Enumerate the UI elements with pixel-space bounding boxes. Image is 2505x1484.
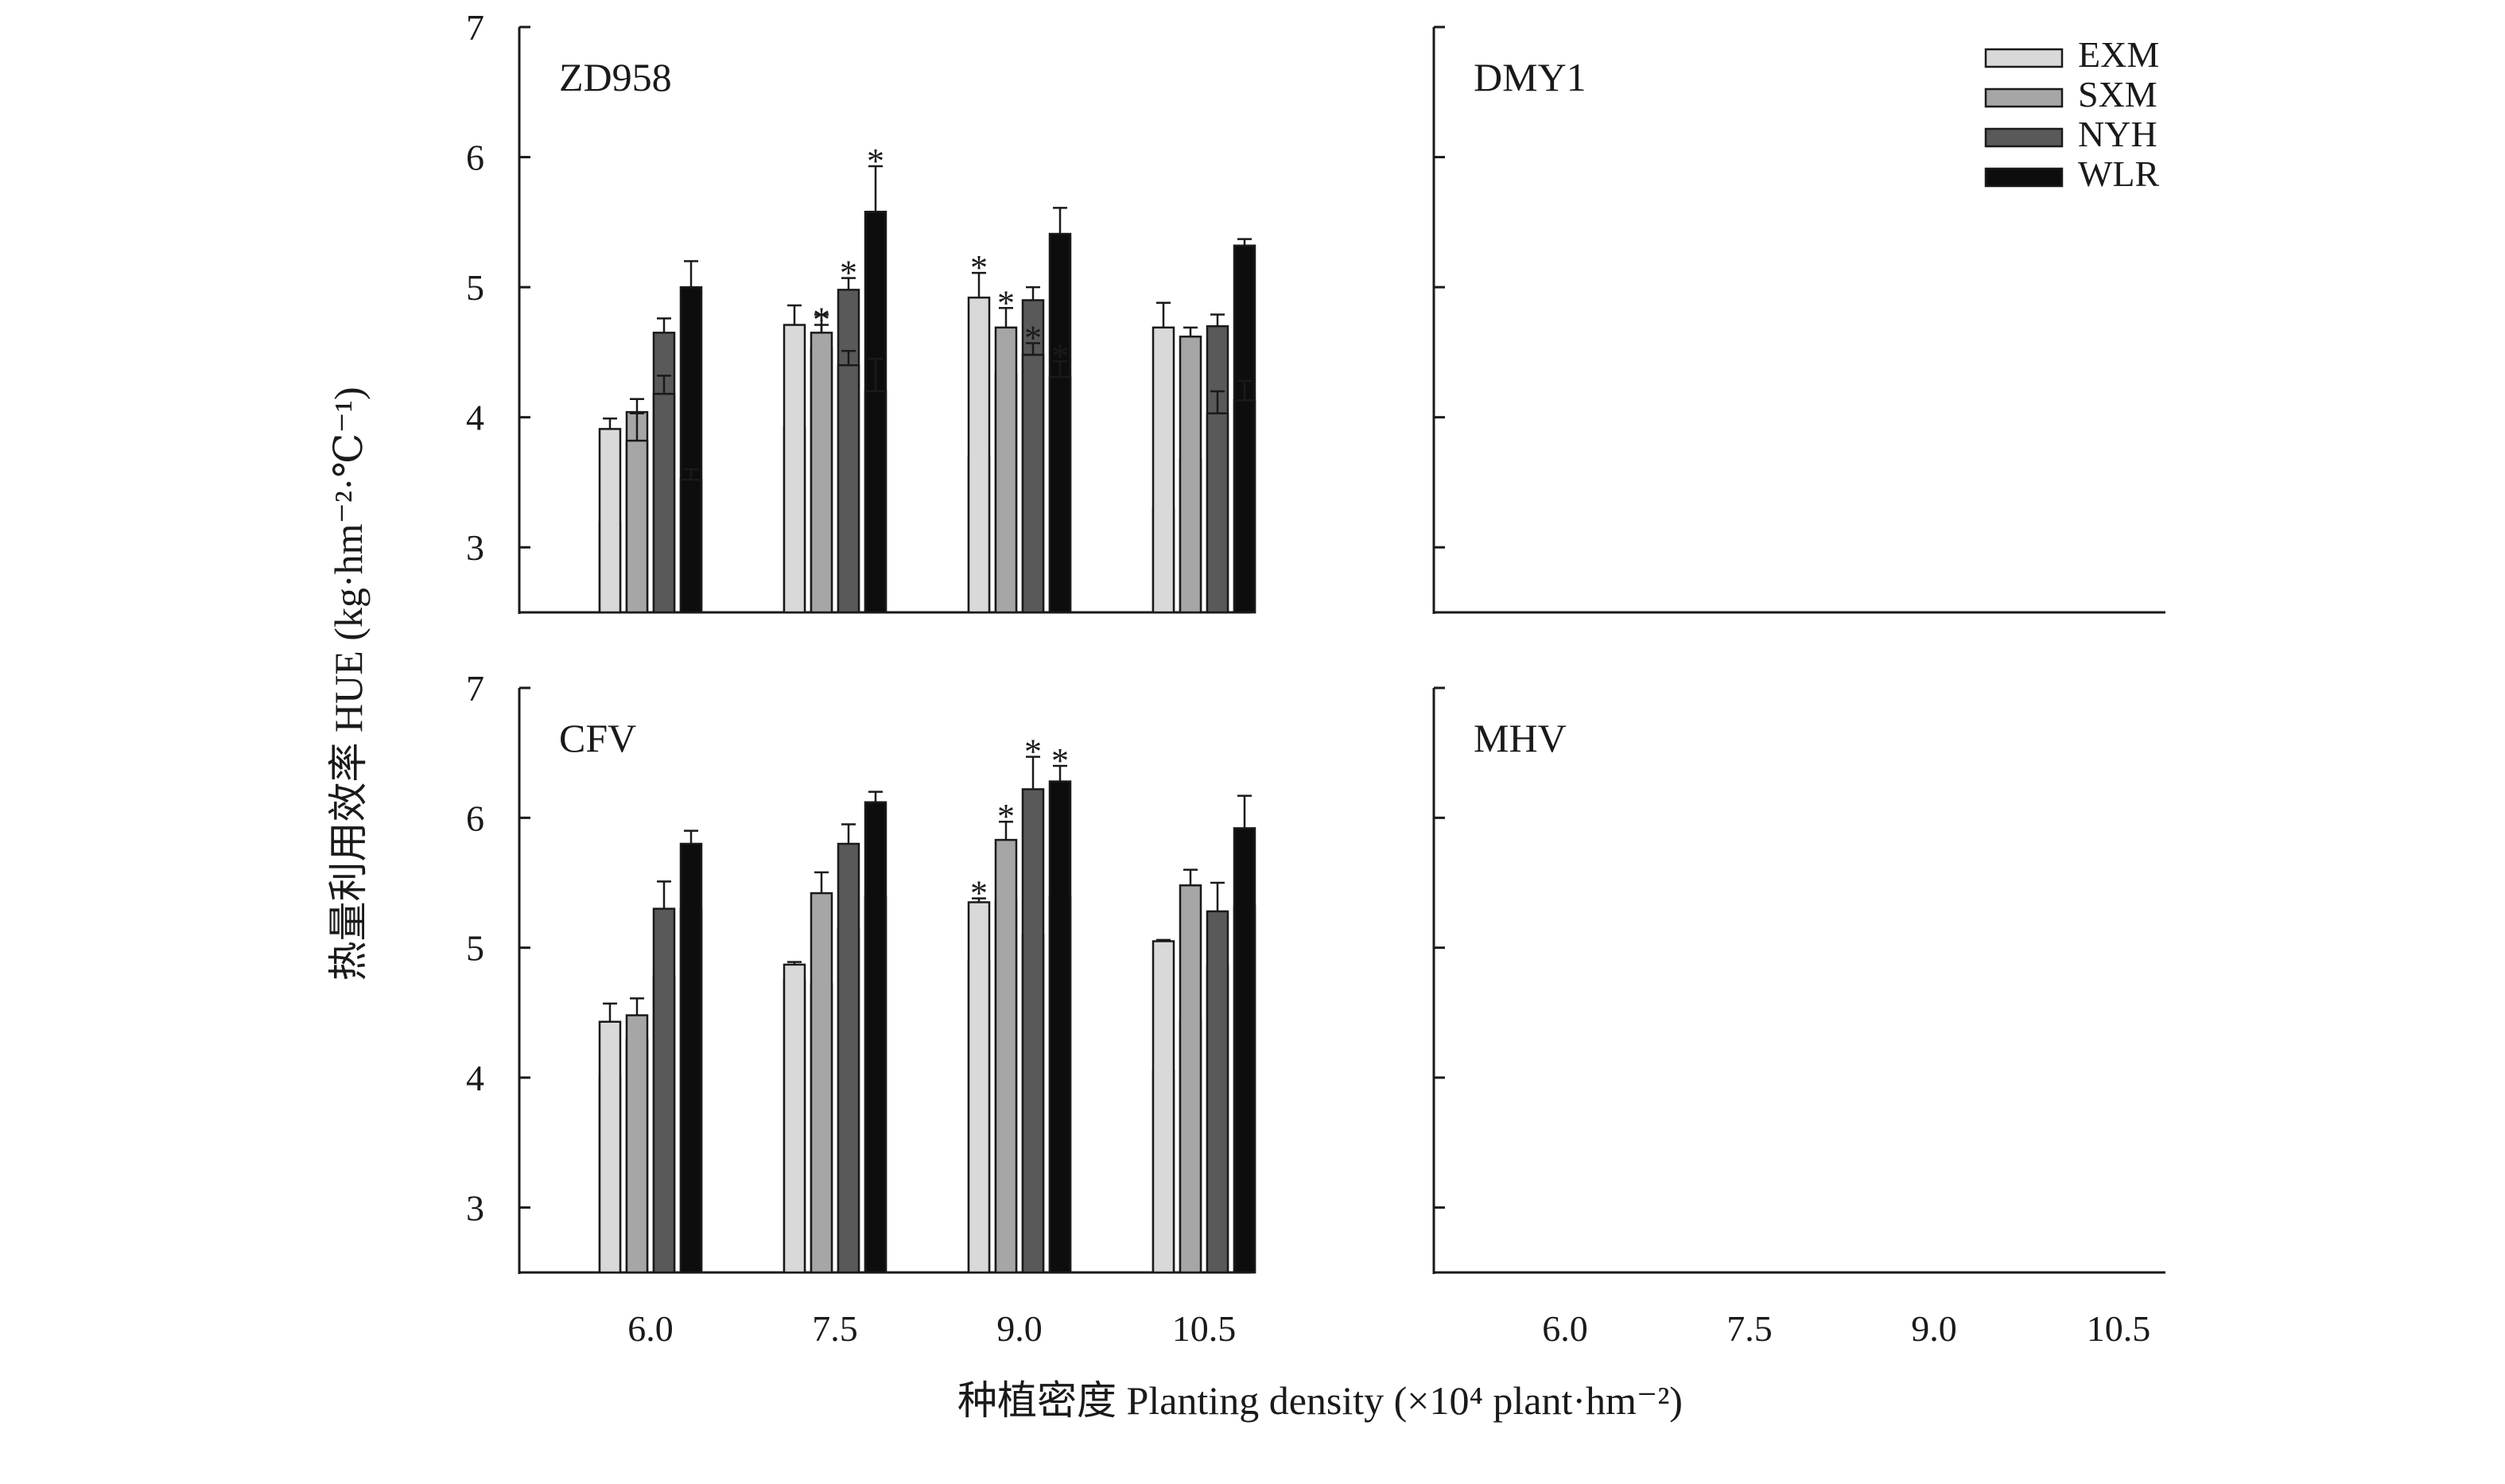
bar-exm-6.0 xyxy=(598,1020,622,1274)
x-tick-labels: 6.0 7.5 9.0 10.5 6.0 7.5 9.0 10.5 xyxy=(627,1308,2150,1349)
bar-nyh-6.0 xyxy=(652,907,676,1274)
bar-sxm-7.5 xyxy=(810,892,833,1274)
bar-sxm-7.5 xyxy=(810,332,833,614)
significance-star: * xyxy=(867,142,884,181)
bar-exm-9.0 xyxy=(967,901,991,1274)
significance-star: * xyxy=(1024,732,1042,771)
y-tick-label: 5 xyxy=(466,928,484,969)
bar-exm-9.0 xyxy=(967,296,991,614)
bar-nyh-7.5 xyxy=(837,842,860,1274)
legend-label-sxm: SXM xyxy=(2078,74,2157,115)
y-tick-label: 3 xyxy=(466,1187,484,1228)
legend-swatch-nyh xyxy=(1984,127,2064,148)
x-tick-label: 9.0 xyxy=(996,1308,1043,1349)
bar-nyh-10.5 xyxy=(1206,412,1229,614)
bar-wlr-7.5 xyxy=(864,390,887,614)
significance-star: * xyxy=(840,254,857,293)
bar-wlr-10.5 xyxy=(1233,827,1256,1274)
y-tick-label: 7 xyxy=(466,7,484,48)
significance-star: * xyxy=(1051,741,1069,780)
panel-title: ZD958 xyxy=(559,55,672,99)
bar-nyh-9.0 xyxy=(1021,353,1045,614)
significance-star: * xyxy=(970,874,988,913)
y-tick-label: 6 xyxy=(466,138,484,178)
panel-dmy1: DMY1*** * xyxy=(598,25,2165,614)
legend-label-exm: EXM xyxy=(2078,34,2159,75)
y-tick-label: 4 xyxy=(466,398,484,438)
y-tick-label: 7 xyxy=(466,668,484,709)
legend-label-wlr: WLR xyxy=(2078,153,2160,194)
legend-swatch-wlr xyxy=(1984,167,2064,188)
significance-star: * xyxy=(997,797,1015,836)
x-tick-label: 6.0 xyxy=(1542,1308,1588,1349)
x-tick-label: 6.0 xyxy=(627,1308,674,1349)
panel-title: DMY1 xyxy=(1474,55,1586,99)
y-tick-label: 6 xyxy=(466,798,484,838)
panel-title: MHV xyxy=(1474,716,1567,760)
x-tick-label: 9.0 xyxy=(1911,1308,1957,1349)
x-axis-title: 种植密度 Planting density (×10⁴ plant·hm⁻²) xyxy=(957,1378,1683,1423)
significance-star: * xyxy=(970,248,988,287)
bar-sxm-9.0 xyxy=(994,838,1018,1274)
bar-sxm-10.5 xyxy=(1179,884,1202,1274)
chart-panels: 34567ZD958****DMY1****34567CFV****MHV***… xyxy=(466,7,2165,1274)
y-tick-label: 4 xyxy=(466,1058,484,1098)
bar-exm-10.5 xyxy=(1152,940,1175,1274)
significance-star: * xyxy=(1024,318,1042,357)
bar-nyh-9.0 xyxy=(1021,788,1045,1274)
bar-wlr-6.0 xyxy=(679,842,703,1274)
y-tick-label: 5 xyxy=(466,267,484,308)
bar-nyh-7.5 xyxy=(837,363,860,614)
legend-swatch-sxm xyxy=(1984,87,2064,108)
bar-wlr-7.5 xyxy=(864,801,887,1274)
x-tick-label: 7.5 xyxy=(1726,1308,1773,1349)
bar-sxm-10.5 xyxy=(1179,336,1202,614)
panel-mhv: MHV*** * xyxy=(598,686,2165,1274)
bar-wlr-6.0 xyxy=(679,478,703,614)
bar-exm-7.5 xyxy=(783,963,806,1274)
bar-wlr-9.0 xyxy=(1048,375,1072,614)
legend-label-nyh: NYH xyxy=(2078,114,2157,154)
panel-title: CFV xyxy=(559,716,636,760)
bar-wlr-10.5 xyxy=(1233,399,1256,614)
bar-exm-6.0 xyxy=(598,428,622,614)
x-tick-label: 7.5 xyxy=(812,1308,858,1349)
legend-swatch-exm xyxy=(1984,48,2064,68)
bar-sxm-9.0 xyxy=(994,326,1018,614)
bar-nyh-10.5 xyxy=(1206,910,1229,1274)
bar-wlr-9.0 xyxy=(1048,780,1072,1274)
bar-sxm-6.0 xyxy=(625,439,649,614)
bar-exm-10.5 xyxy=(1152,326,1175,614)
bar-exm-7.5 xyxy=(783,324,806,614)
bar-sxm-6.0 xyxy=(625,1014,649,1274)
x-tick-label: 10.5 xyxy=(1172,1308,1237,1349)
significance-star: * xyxy=(1051,336,1069,375)
y-axis-title: 热量利用效率 HUE (kg·hm⁻²·℃⁻¹) xyxy=(326,387,371,981)
y-tick-label: 3 xyxy=(466,527,484,568)
significance-star: * xyxy=(997,283,1015,322)
bar-nyh-6.0 xyxy=(652,392,676,614)
x-tick-label: 10.5 xyxy=(2087,1308,2151,1349)
